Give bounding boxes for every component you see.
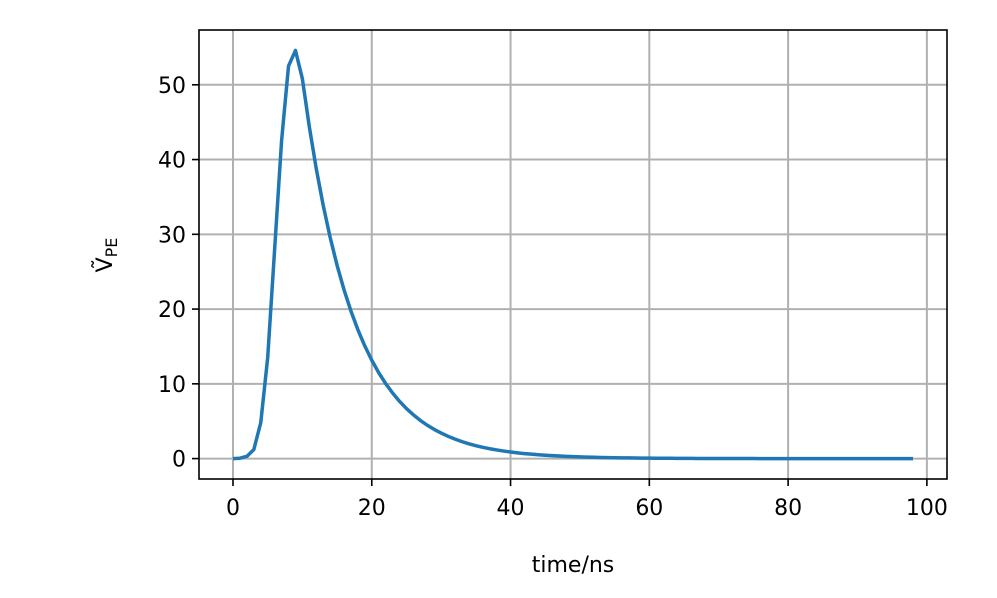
plot-frame	[198, 29, 948, 480]
y-tick-label: 10	[158, 373, 186, 398]
x-tick-label: 0	[226, 496, 240, 521]
y-axis-label: ṼPE	[91, 238, 121, 273]
y-tick-label: 40	[158, 149, 186, 174]
x-tick-label: 80	[774, 496, 802, 521]
x-tick-label: 60	[635, 496, 663, 521]
y-tick-label: 20	[158, 298, 186, 323]
y-axis-label-main: Ṽ	[91, 257, 118, 272]
line-series	[232, 48, 913, 461]
x-tick-label: 100	[906, 496, 948, 521]
x-tick-label: 20	[358, 496, 386, 521]
x-axis-label: time/ns	[532, 553, 615, 578]
y-tick-label: 50	[158, 74, 186, 99]
y-axis-label-sub: PE	[102, 238, 121, 258]
y-tick-label: 30	[158, 223, 186, 248]
x-tick-label: 40	[497, 496, 525, 521]
y-tick-label: 0	[172, 448, 186, 473]
